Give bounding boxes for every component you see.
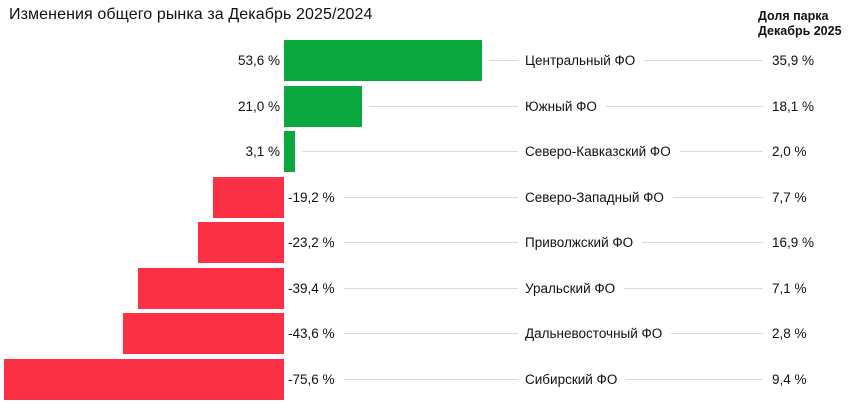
share-value-label: 16,9 %	[772, 235, 815, 250]
change-value-label: -39,4 %	[288, 280, 335, 296]
share-value-label: 7,7 %	[772, 189, 807, 205]
chart-row: 21,0 % Южный ФО 18,1 %	[0, 85, 850, 132]
chart-row: -75,6 % Сибирский ФО 9,4 %	[0, 358, 850, 404]
change-value-group: -43,6 %	[288, 313, 518, 354]
change-value-label: 53,6 %	[237, 53, 280, 68]
bar-positive	[284, 40, 483, 81]
connector-line	[672, 196, 763, 198]
change-value-label: 21,0 %	[237, 98, 280, 114]
bar-positive	[284, 131, 296, 172]
change-value-group: -39,4 %	[288, 268, 518, 309]
region-label: Северо-Западный ФО	[525, 189, 664, 205]
connector-line	[343, 378, 518, 380]
connector-line	[489, 60, 518, 61]
connector-line	[626, 378, 763, 380]
chart-row: -23,2 % Приволжский ФО 16,9 %	[0, 222, 850, 268]
region-label: Сибирский ФО	[525, 371, 618, 387]
region-label-group: Северо-Кавказский ФО	[525, 131, 763, 172]
share-value-label: 7,1 %	[772, 280, 807, 296]
bar-negative	[138, 267, 284, 309]
chart-row: -43,6 % Дальневосточный ФО 2,8 %	[0, 313, 850, 359]
region-label-group: Южный ФО	[525, 86, 763, 127]
bar-negative	[212, 176, 284, 218]
change-value-label: 3,1 %	[245, 144, 280, 159]
connector-line	[368, 105, 518, 107]
share-value-label: 9,4 %	[772, 371, 807, 387]
chart-row: 53,6 % Центральный ФО 35,9 %	[0, 40, 850, 86]
share-value-label: 2,0 %	[772, 144, 807, 159]
region-label-group: Дальневосточный ФО	[525, 313, 763, 354]
chart-row: -19,2 % Северо-Западный ФО 7,7 %	[0, 176, 850, 223]
chart-row: 3,1 % Северо-Кавказский ФО 2,0 %	[0, 131, 850, 177]
region-label-group: Уральский ФО	[525, 268, 763, 309]
change-value-group: -75,6 %	[288, 359, 518, 400]
chart-row: -39,4 % Уральский ФО 7,1 %	[0, 267, 850, 314]
share-column-header: Доля парка Декабрь 2025	[758, 9, 842, 39]
share-column-header-line2: Декабрь 2025	[758, 24, 842, 38]
region-label-group: Северо-Западный ФО	[525, 177, 763, 218]
change-value-label: -19,2 %	[288, 189, 335, 205]
bar-negative	[122, 313, 284, 354]
region-label-group: Сибирский ФО	[525, 359, 763, 400]
chart-rows: 53,6 % Центральный ФО 35,9 % 21,0 % Южный ФО…	[0, 40, 850, 404]
share-value-label: 2,8 %	[772, 326, 807, 341]
region-label: Дальневосточный ФО	[525, 326, 663, 341]
chart-title: Изменения общего рынка за Декабрь 2025/2…	[9, 6, 373, 23]
connector-line	[624, 287, 763, 289]
bar-positive	[284, 85, 362, 127]
bar-negative	[4, 358, 284, 400]
connector-line	[343, 242, 518, 243]
region-label-group: Приволжский ФО	[525, 222, 763, 263]
change-value-group: -19,2 %	[288, 177, 518, 218]
share-value-label: 18,1 %	[772, 98, 815, 114]
region-label: Южный ФО	[525, 98, 597, 114]
region-label: Центральный ФО	[525, 53, 636, 68]
connector-line	[302, 151, 518, 152]
change-value-group: -23,2 %	[288, 222, 518, 263]
connector-line	[343, 333, 518, 334]
connector-line	[343, 196, 518, 198]
connector-line	[642, 242, 763, 243]
region-label: Северо-Кавказский ФО	[525, 144, 671, 159]
connector-line	[605, 105, 763, 107]
share-value-label: 35,9 %	[772, 53, 815, 68]
connector-line	[644, 60, 763, 61]
change-value-label: -43,6 %	[288, 326, 335, 341]
region-label: Приволжский ФО	[525, 235, 634, 250]
connector-line	[671, 333, 763, 334]
connector-line	[679, 151, 763, 152]
share-column-header-line1: Доля парка	[758, 9, 829, 23]
connector-line	[343, 287, 518, 289]
region-label: Уральский ФО	[525, 280, 616, 296]
change-value-label: -23,2 %	[288, 235, 335, 250]
region-label-group: Центральный ФО	[525, 40, 763, 81]
change-value-label: -75,6 %	[288, 371, 335, 387]
bar-negative	[198, 222, 284, 263]
